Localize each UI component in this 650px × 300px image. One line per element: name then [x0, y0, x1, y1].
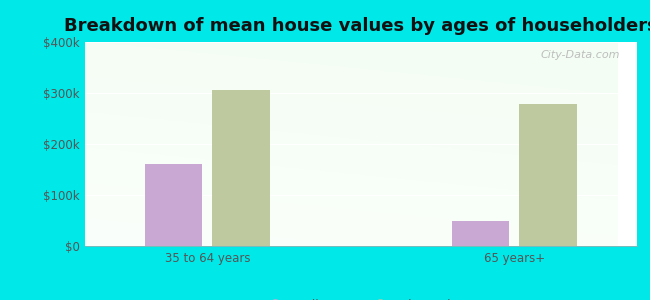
Title: Breakdown of mean house values by ages of householders: Breakdown of mean house values by ages o…: [64, 17, 650, 35]
Bar: [145, 164, 202, 246]
Bar: [519, 104, 577, 246]
Legend: Radisson, Wisconsin: Radisson, Wisconsin: [257, 294, 465, 300]
Bar: [213, 90, 270, 246]
Bar: [452, 220, 509, 246]
Text: City-Data.com: City-Data.com: [541, 50, 620, 60]
